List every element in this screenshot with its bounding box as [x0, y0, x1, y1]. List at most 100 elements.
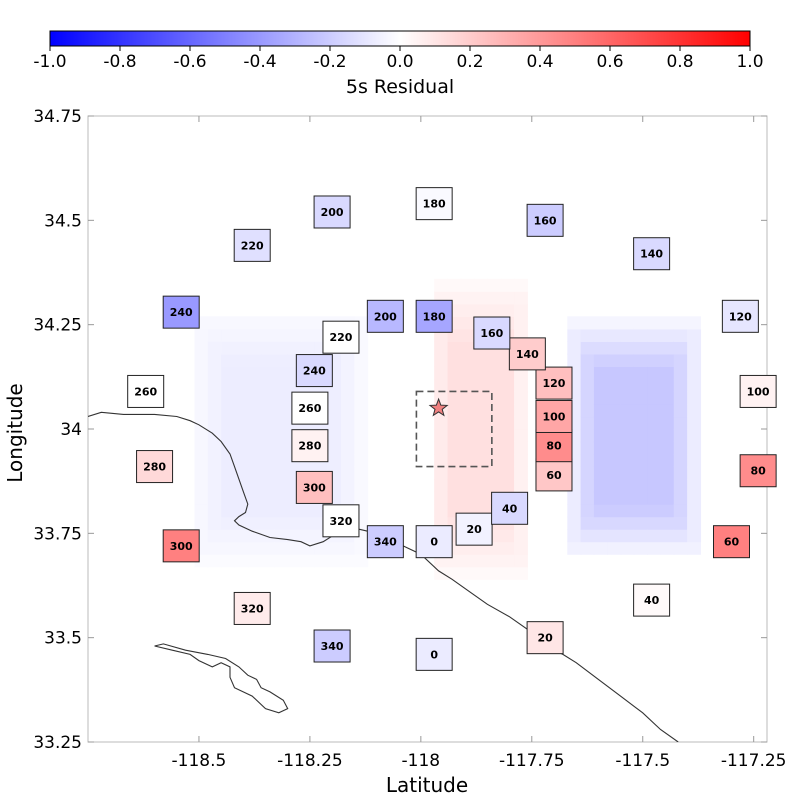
residual-cell: [593, 378, 608, 393]
residual-cell: [460, 554, 475, 568]
residual-cell: [261, 454, 275, 468]
outer-station: 40: [633, 583, 671, 617]
residual-cell: [247, 403, 262, 418]
residual-cell: [500, 441, 515, 455]
colorbar-tick-label: 0.8: [666, 52, 693, 72]
residual-cell: [620, 341, 635, 355]
residual-cell: [607, 353, 622, 367]
station-box: [322, 320, 360, 354]
residual-cell: [234, 429, 249, 443]
colorbar-tick-label: -0.4: [243, 52, 276, 72]
residual-cell: [580, 341, 595, 355]
y-tick-label: 33.5: [44, 629, 82, 649]
residual-cell: [673, 504, 688, 518]
residual-cell: [673, 441, 688, 455]
residual-cell: [247, 529, 262, 543]
residual-cell: [221, 353, 236, 367]
residual-cell: [673, 541, 688, 555]
station-azimuth-label: 40: [502, 502, 518, 515]
residual-cell: [234, 441, 249, 455]
station-azimuth-label: 100: [542, 410, 565, 423]
residual-cell: [580, 316, 595, 330]
residual-cell: [274, 353, 289, 367]
y-tick-label: 33.75: [33, 524, 82, 544]
residual-cell: [620, 454, 635, 468]
residual-cell: [261, 366, 275, 380]
residual-cell: [207, 341, 222, 355]
residual-cell: [514, 541, 528, 555]
residual-cell: [687, 316, 702, 330]
residual-cell: [274, 466, 289, 480]
station-box: [162, 295, 200, 329]
residual-cell: [354, 391, 369, 405]
outer-station: 60: [712, 525, 750, 559]
residual-cell: [474, 366, 489, 380]
residual-cell: [633, 491, 648, 505]
residual-cell: [487, 278, 502, 292]
residual-cell: [500, 378, 515, 393]
residual-cell: [673, 479, 688, 493]
residual-cell: [687, 441, 702, 455]
residual-cell: [261, 429, 275, 443]
residual-cell: [647, 366, 662, 380]
residual-cell: [593, 353, 608, 367]
inner-station: 140: [508, 337, 546, 371]
colorbar-tick-label: -0.8: [103, 52, 136, 72]
residual-cell: [340, 391, 355, 405]
residual-cell: [687, 391, 702, 405]
station-azimuth-label: 120: [729, 310, 752, 323]
residual-cell: [567, 504, 582, 518]
residual-cell: [247, 429, 262, 443]
residual-cell: [327, 429, 342, 443]
residual-cell: [274, 366, 289, 380]
residual-cell: [261, 403, 275, 418]
residual-cell: [607, 529, 622, 543]
residual-cell: [221, 516, 236, 530]
residual-cell: [500, 554, 515, 568]
residual-cell: [474, 416, 489, 430]
residual-cell: [261, 378, 275, 393]
outer-station: 200: [313, 195, 351, 229]
residual-cell: [340, 403, 355, 418]
residual-cell: [460, 303, 475, 317]
residual-cell: [287, 504, 302, 518]
residual-cell: [607, 466, 622, 480]
residual-cell: [474, 403, 489, 418]
residual-cell: [261, 341, 275, 355]
x-tick-label: -118.25: [277, 751, 343, 771]
colorbar-tick-label: 0.0: [386, 52, 413, 72]
residual-cell: [327, 416, 342, 430]
residual-cell: [633, 416, 648, 430]
residual-cell: [327, 441, 342, 455]
residual-cell: [687, 541, 702, 555]
residual-cell: [580, 416, 595, 430]
inner-station: 280: [291, 429, 329, 463]
residual-cell: [580, 491, 595, 505]
residual-cell: [274, 529, 289, 543]
residual-cell: [434, 416, 449, 430]
station-box: [535, 399, 573, 433]
residual-cell: [474, 441, 489, 455]
residual-cell: [340, 416, 355, 430]
residual-cell: [327, 403, 342, 418]
residual-cell: [354, 429, 369, 443]
residual-cell: [687, 429, 702, 443]
residual-cell: [620, 516, 635, 530]
residual-cell: [207, 466, 222, 480]
colorbar-tick-label: 1.0: [736, 52, 763, 72]
residual-cell: [354, 403, 369, 418]
residual-cell: [234, 416, 249, 430]
station-box: [295, 354, 333, 388]
residual-cell: [660, 403, 675, 418]
residual-cell: [274, 454, 289, 468]
station-box: [535, 458, 573, 492]
residual-cell: [434, 366, 449, 380]
station-azimuth-label: 180: [423, 310, 446, 323]
residual-cell: [593, 541, 608, 555]
station-box: [415, 637, 453, 671]
residual-cell: [207, 366, 222, 380]
residual-cell: [261, 353, 275, 367]
station-azimuth-label: 20: [466, 523, 482, 536]
residual-cell: [354, 378, 369, 393]
outer-station: 260: [127, 374, 165, 408]
